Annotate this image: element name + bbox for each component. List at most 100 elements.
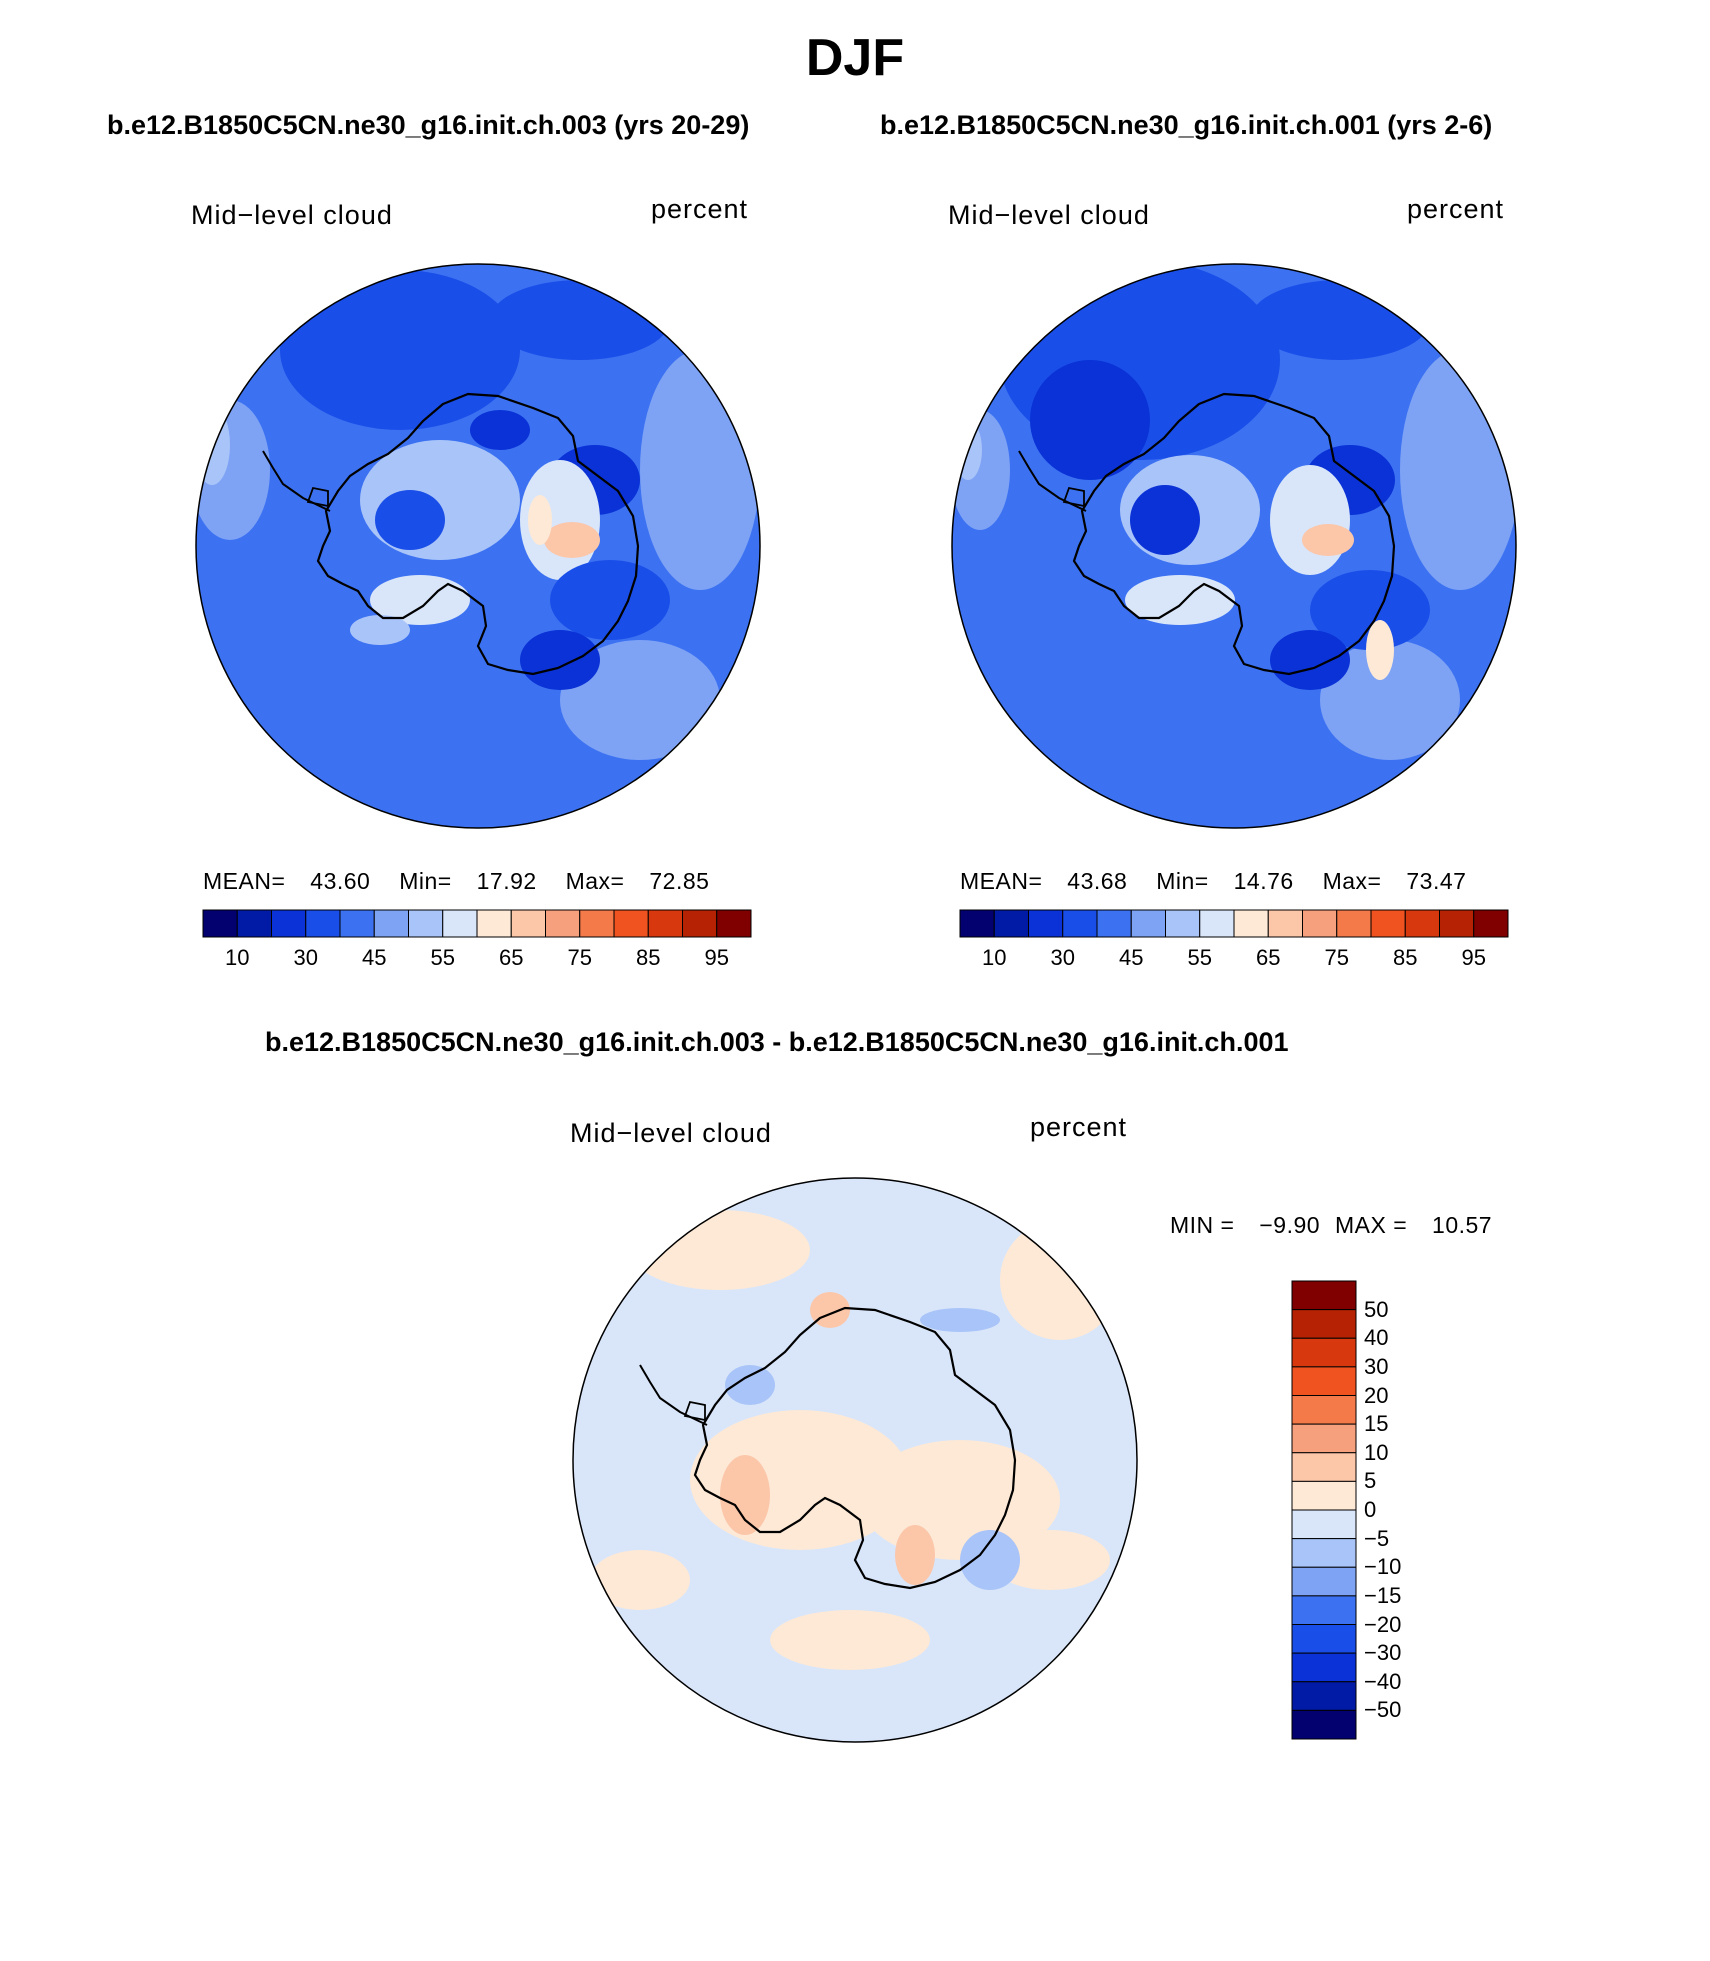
case1-title: b.e12.B1850C5CN.ne30_g16.init.ch.003 (yr… xyxy=(107,110,750,140)
diff-max-value: 10.57 xyxy=(1432,1212,1493,1238)
panel2-colorbar-swatch xyxy=(1062,909,1098,938)
diff-colorbar-swatch xyxy=(1291,1452,1357,1482)
panel1-colorbar-swatch xyxy=(682,909,718,938)
panel1-colorbar-swatch xyxy=(716,909,752,938)
panel1-variable-label: Mid−level cloud xyxy=(191,200,393,230)
diff-min-label: MIN = xyxy=(1170,1212,1235,1238)
panel1-mean-value: 43.60 xyxy=(310,868,371,894)
panel1-colorbar-swatch xyxy=(442,909,478,938)
panel2-colorbar-swatch xyxy=(993,909,1029,938)
case2-title: b.e12.B1850C5CN.ne30_g16.init.ch.001 (yr… xyxy=(880,110,1493,140)
panel1-colorbar xyxy=(202,909,752,938)
diff-colorbar-tick-label: −5 xyxy=(1364,1525,1390,1551)
diff-colorbar-tick-label: 15 xyxy=(1364,1411,1389,1437)
panel2-colorbar-swatch xyxy=(1473,909,1509,938)
diff-colorbar-swatch xyxy=(1291,1309,1357,1339)
panel2-mean-value: 43.68 xyxy=(1067,868,1128,894)
diff-colorbar-tick-label: 0 xyxy=(1364,1497,1377,1522)
panel1-colorbar-swatch xyxy=(408,909,444,938)
panel1-colorbar-tick-label: 45 xyxy=(362,945,387,970)
diff-colorbar-tick-label: 30 xyxy=(1364,1353,1389,1379)
panel2-max-value: 73.47 xyxy=(1406,868,1467,894)
diff-stats: MIN = −9.90 MAX = 10.57 xyxy=(1170,1212,1492,1239)
diff-colorbar-swatch xyxy=(1291,1652,1357,1683)
panel1-min-label: Min= xyxy=(399,868,452,894)
panel2-stats: MEAN= 43.68 Min= 14.76 Max= 73.47 xyxy=(960,868,1466,895)
panel1-colorbar-swatch xyxy=(236,909,272,938)
diff-colorbar-swatch xyxy=(1291,1280,1357,1311)
panel1-colorbar-swatch xyxy=(579,909,615,938)
diff-units-label: percent xyxy=(1030,1112,1128,1142)
panel1-colorbar-swatch xyxy=(510,909,546,938)
diff-colorbar-swatch xyxy=(1291,1509,1357,1540)
panel2-colorbar-tick-label: 10 xyxy=(982,945,1007,970)
panel1-map xyxy=(195,263,761,829)
diff-colorbar-swatch xyxy=(1291,1624,1357,1654)
panel1-mean-label: MEAN= xyxy=(203,868,286,894)
panel1-min-value: 17.92 xyxy=(476,868,537,894)
panel1-colorbar-tick-label: 85 xyxy=(636,945,661,970)
panel1-colorbar-swatch xyxy=(339,909,375,938)
panel1-colorbar-tick-label: 65 xyxy=(499,945,524,970)
diff-colorbar-swatch xyxy=(1291,1709,1357,1740)
diff-colorbar-swatch xyxy=(1291,1423,1357,1454)
panel2-map xyxy=(951,263,1517,829)
panel2-colorbar-swatch xyxy=(1302,909,1338,938)
diff-colorbar-tick-label: −10 xyxy=(1364,1554,1402,1580)
diff-colorbar-tick-label: −50 xyxy=(1364,1697,1402,1723)
diff-colorbar-swatch xyxy=(1291,1538,1357,1568)
diff-colorbar-tick-label: 20 xyxy=(1364,1382,1389,1408)
diff-colorbar-tick-label: 50 xyxy=(1364,1296,1389,1322)
panel2-colorbar-swatch xyxy=(1370,909,1406,938)
diff-colorbar-swatch xyxy=(1291,1595,1357,1625)
panel2-colorbar-swatch xyxy=(1404,909,1440,938)
panel2-colorbar-swatch xyxy=(1233,909,1269,938)
panel1-colorbar-swatch xyxy=(271,909,307,938)
panel2-colorbar-tick-label: 65 xyxy=(1256,945,1281,970)
panel1-colorbar-swatch xyxy=(305,909,341,938)
diff-min-value: −9.90 xyxy=(1259,1212,1321,1238)
diff-colorbar-swatch xyxy=(1291,1337,1357,1368)
panel2-colorbar-swatch xyxy=(1336,909,1372,938)
panel2-colorbar-tick-label: 75 xyxy=(1324,945,1349,970)
panel1-colorbar-tick-label: 95 xyxy=(704,945,729,970)
panel1-colorbar-swatch xyxy=(647,909,683,938)
panel2-colorbar-swatch xyxy=(1028,909,1064,938)
diff-colorbar-tick-label: 10 xyxy=(1364,1439,1389,1465)
panel1-colorbar-swatch xyxy=(373,909,409,938)
panel1-colorbar-swatch xyxy=(476,909,512,938)
panel2-colorbar-swatch xyxy=(959,909,995,938)
panel2-colorbar xyxy=(959,909,1509,938)
panel2-colorbar-swatch xyxy=(1130,909,1166,938)
panel2-colorbar-tick-label: 95 xyxy=(1461,945,1486,970)
diff-max-label: MAX = xyxy=(1334,1212,1408,1238)
panel2-colorbar-tick-label: 45 xyxy=(1119,945,1144,970)
panel2-colorbar-swatch xyxy=(1165,909,1201,938)
diff-map xyxy=(572,1177,1138,1743)
panel2-colorbar-swatch xyxy=(1439,909,1475,938)
panel2-colorbar-tick-label: 55 xyxy=(1187,945,1212,970)
panel1-colorbar-swatch xyxy=(545,909,581,938)
diff-colorbar-tick-label: −20 xyxy=(1364,1611,1402,1637)
diff-colorbar-swatch xyxy=(1291,1681,1357,1711)
diff-colorbar-tick-label: 40 xyxy=(1364,1325,1389,1351)
panel2-colorbar-tick-label: 85 xyxy=(1393,945,1418,970)
panel1-max-value: 72.85 xyxy=(649,868,710,894)
panel1-max-label: Max= xyxy=(565,868,625,894)
diff-colorbar-tick-label: −15 xyxy=(1364,1582,1402,1608)
diff-colorbar xyxy=(1291,1280,1357,1740)
panel2-colorbar-swatch xyxy=(1267,909,1303,938)
panel1-stats: MEAN= 43.60 Min= 17.92 Max= 72.85 xyxy=(203,868,709,895)
panel2-colorbar-swatch xyxy=(1199,909,1235,938)
panel1-colorbar-swatch xyxy=(613,909,649,938)
panel1-colorbar-tick-label: 10 xyxy=(225,945,250,970)
diff-colorbar-tick-label: 5 xyxy=(1364,1468,1377,1494)
panel1-colorbar-tick-label: 75 xyxy=(567,945,592,970)
main-title: DJF xyxy=(805,29,905,87)
diff-colorbar-swatch xyxy=(1291,1566,1357,1597)
panel2-colorbar-tick-label: 30 xyxy=(1050,945,1075,970)
panel1-colorbar-swatch xyxy=(202,909,238,938)
diff-colorbar-tick-label: −30 xyxy=(1364,1640,1402,1666)
diff-title: b.e12.B1850C5CN.ne30_g16.init.ch.003 - b… xyxy=(265,1027,1289,1057)
panel2-min-value: 14.76 xyxy=(1233,868,1294,894)
